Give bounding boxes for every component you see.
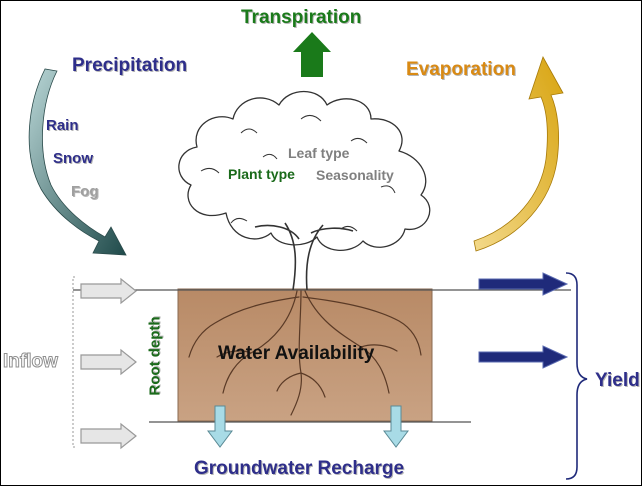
evaporation-label: Evaporation	[406, 59, 516, 80]
tree-illustration	[178, 91, 431, 291]
yield-arrow-top	[478, 272, 569, 296]
leaf-type-label: Leaf type	[288, 145, 350, 161]
inflow-arrow-bottom	[80, 422, 137, 450]
seasonality-label: Seasonality	[316, 167, 394, 183]
inflow-arrow-top	[80, 277, 137, 305]
evaporation-arrow	[473, 56, 564, 252]
inflow-arrow-middle	[80, 348, 137, 376]
snow-label: Snow	[53, 150, 93, 167]
plant-type-label: Plant type	[228, 166, 295, 182]
yield-arrow-middle	[478, 345, 569, 369]
water-availability-label: Water Availability	[218, 343, 375, 364]
root-system	[188, 290, 422, 416]
transpiration-arrow	[293, 32, 331, 77]
root-depth-label: Root depth	[146, 316, 164, 396]
recharge-arrow-right	[383, 405, 409, 448]
recharge-arrows	[207, 405, 409, 448]
inflow-group	[72, 276, 137, 450]
yield-group	[478, 272, 588, 480]
groundwater-recharge-label: Groundwater Recharge	[194, 458, 405, 479]
precipitation-arrow	[28, 68, 127, 256]
yield-bracket	[565, 272, 588, 480]
transpiration-label: Transpiration	[241, 7, 362, 28]
precipitation-label: Precipitation	[72, 55, 188, 76]
fog-label: Fog	[71, 183, 99, 200]
rain-label: Rain	[46, 117, 79, 134]
yield-label: Yield	[595, 370, 640, 391]
recharge-arrow-left	[207, 405, 233, 448]
inflow-label: Inflow	[3, 351, 59, 372]
